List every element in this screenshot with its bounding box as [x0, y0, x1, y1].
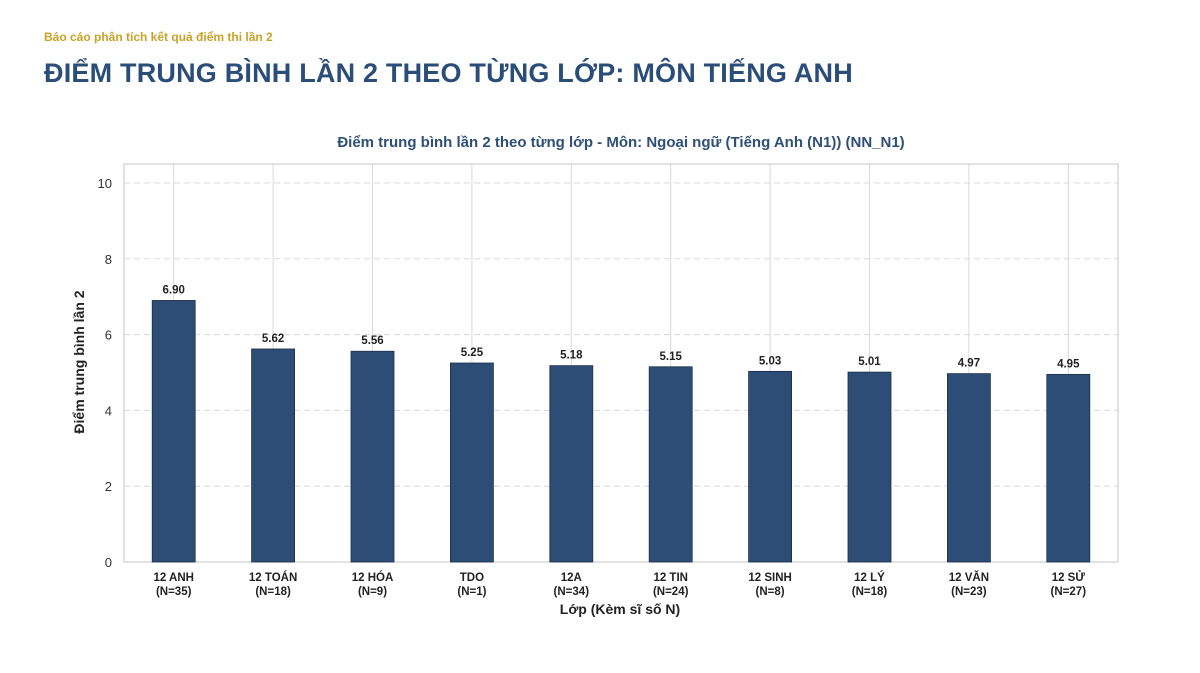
bar-value-label: 5.03 — [759, 355, 781, 367]
plot-frame — [123, 163, 1119, 563]
x-tick-label: 12A — [561, 572, 582, 584]
x-tick-label: 12 HÓA — [352, 571, 394, 584]
bar — [251, 348, 296, 563]
x-tick-count-label: (N=1) — [457, 586, 486, 598]
bar-value-label: 5.25 — [461, 347, 484, 359]
page-title: ĐIỂM TRUNG BÌNH LẦN 2 THEO TỪNG LỚP: MÔN… — [44, 58, 853, 88]
report-subtitle: Báo cáo phân tích kết quả điểm thi lần 2 — [44, 30, 273, 44]
x-tick-count-label: (N=8) — [756, 586, 785, 598]
y-tick-label: 10 — [98, 176, 112, 191]
x-tick-count-label: (N=9) — [358, 586, 387, 598]
y-tick-label: 2 — [105, 479, 112, 494]
x-tick-label: TDO — [460, 572, 484, 584]
bar — [151, 300, 196, 563]
bar — [350, 350, 395, 563]
bar — [648, 366, 693, 563]
bar-value-label: 6.90 — [163, 284, 185, 296]
bar-value-label: 5.15 — [660, 351, 683, 363]
bar — [847, 371, 892, 563]
chart-title: Điểm trung bình lần 2 theo từng lớp - Mô… — [337, 134, 904, 151]
y-tick-label: 4 — [105, 403, 112, 418]
x-tick-label: 12 SỬ — [1052, 571, 1086, 584]
y-tick-label: 8 — [105, 252, 112, 267]
x-tick-label: 12 TOÁN — [249, 571, 297, 584]
bar — [748, 370, 792, 563]
bar-value-label: 5.56 — [361, 335, 383, 347]
x-tick-label: 12 SINH — [748, 572, 791, 584]
x-tick-label: 12 ANH — [153, 572, 193, 584]
y-axis-label: Điểm trung bình lần 2 — [71, 290, 87, 433]
bar-value-label: 4.97 — [958, 358, 980, 370]
bar — [449, 362, 494, 563]
bar-value-label: 5.01 — [858, 356, 881, 368]
bar-value-label: 5.18 — [560, 350, 583, 362]
x-tick-count-label: (N=24) — [653, 586, 689, 598]
x-tick-label: 12 VĂN — [949, 571, 989, 584]
x-axis-label: Lớp (Kèm sĩ số N) — [560, 601, 680, 617]
x-tick-count-label: (N=27) — [1051, 586, 1087, 598]
x-tick-count-label: (N=18) — [852, 586, 888, 598]
x-tick-count-label: (N=18) — [255, 586, 291, 598]
x-tick-count-label: (N=35) — [156, 586, 192, 598]
x-tick-count-label: (N=23) — [951, 586, 987, 598]
y-tick-label: 0 — [105, 555, 112, 570]
bar-value-label: 5.62 — [262, 333, 284, 345]
y-tick-label: 6 — [105, 328, 112, 343]
bar — [1046, 373, 1091, 563]
x-tick-count-label: (N=34) — [554, 586, 590, 598]
x-tick-label: 12 LÝ — [854, 571, 885, 584]
bar-value-label: 4.95 — [1057, 358, 1080, 370]
bar — [549, 365, 594, 563]
x-tick-label: 12 TIN — [653, 572, 688, 584]
bar — [947, 373, 991, 563]
